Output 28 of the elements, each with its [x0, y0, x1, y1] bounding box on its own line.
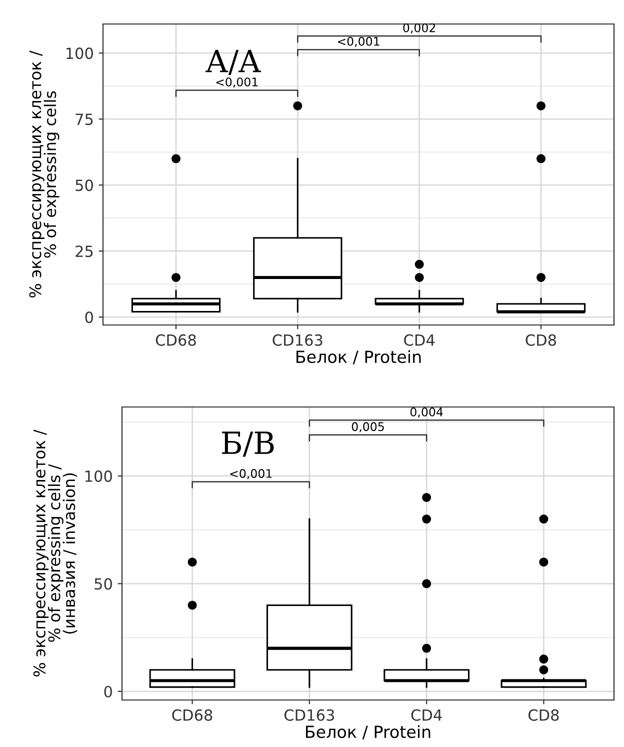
y-tick-label: 25: [76, 246, 93, 258]
x-tick-label: CD8: [526, 334, 556, 346]
annotation: <0,001: [216, 78, 258, 88]
annotation: 0,005: [352, 422, 384, 432]
x-tick-label: CD163: [284, 709, 334, 721]
y-tick-label: 0: [85, 312, 93, 324]
x-tick-label: CD68: [172, 709, 212, 721]
annotation: <0,001: [230, 469, 272, 480]
x-axis-title: Белок / Protein: [306, 725, 430, 740]
x-tick-label: CD8: [528, 709, 559, 721]
y-axis-title: % экспрессирующих клеток / % of expressing cells / (инвазия / invasion): [33, 430, 78, 676]
y-tick-label: 50: [94, 578, 112, 590]
x-tick-label: CD4: [411, 709, 442, 721]
y-tick-label: 75: [76, 114, 93, 126]
annotation: Б/B: [222, 432, 274, 457]
y-tick-label: 100: [66, 48, 93, 60]
annotation: А/A: [206, 50, 261, 75]
x-axis-title: Белок / Protein: [296, 350, 421, 364]
annotation: 0,002: [403, 23, 436, 34]
y-tick-label: 50: [76, 180, 93, 192]
annotation: <0,001: [338, 36, 380, 47]
y-axis-title: % экспрессирующих клеток / % of expressing cells: [29, 50, 60, 298]
x-tick-label: CD4: [404, 334, 435, 346]
annotation: 0,004: [410, 408, 443, 418]
x-tick-label: CD68: [156, 334, 196, 346]
y-tick-label: 100: [85, 470, 112, 482]
x-tick-label: CD163: [272, 334, 322, 346]
y-tick-label: 0: [104, 686, 112, 698]
